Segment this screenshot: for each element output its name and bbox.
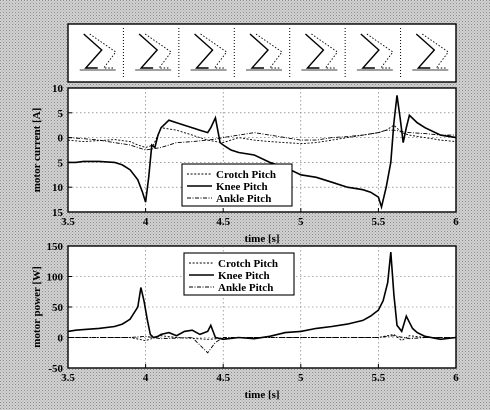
x-tick-label: 4 (143, 216, 149, 228)
stick-figure (122, 28, 172, 78)
y-tick-label: 10 (52, 182, 64, 194)
x-tick-label: 5 (298, 216, 304, 228)
series-line-ankle-pitch (67, 129, 456, 151)
legend-label: Ankle Pitch (216, 193, 271, 205)
y-tick-label: 15 (52, 207, 64, 219)
legend-label: Crotch Pitch (218, 258, 278, 270)
y-axis-title: motor current [A] (31, 108, 43, 193)
motor-power-chart: 150 100 50 0 -50 3.5 4 4.5 5 5.5 6 motor power [W… (31, 241, 459, 401)
x-axis-title: time [s] (244, 389, 279, 401)
legend-label: Knee Pitch (218, 270, 270, 282)
x-tick-label: 6 (453, 372, 459, 384)
series-line-knee-pitch (68, 95, 457, 211)
y-tick-label: 5 (58, 108, 64, 120)
stick-figure (400, 28, 449, 78)
x-tick-label: 5 (298, 372, 304, 384)
y-tick-label: 50 (52, 302, 64, 314)
legend-label: Knee Pitch (216, 181, 268, 193)
x-tick-label: 5.5 (372, 216, 386, 228)
stick-figure (344, 28, 394, 78)
x-tick-label: 6 (453, 216, 459, 228)
stick-figure (233, 28, 283, 78)
y-tick-label: -50 (48, 363, 63, 375)
y-tick-label: 5 (58, 157, 64, 169)
y-tick-label: 10 (52, 83, 64, 95)
y-tick-label: 0 (58, 133, 64, 145)
x-tick-label: 3.5 (61, 216, 75, 228)
x-tick-label: 4 (143, 372, 149, 384)
series-line-crotch-pitch (68, 333, 456, 342)
x-tick-label: 5.5 (372, 372, 386, 384)
x-axis-title: time [s] (244, 233, 279, 245)
legend-label: Ankle Pitch (218, 282, 273, 294)
series-line-ankle-pitch (68, 335, 456, 354)
x-tick-label: 3.5 (61, 372, 75, 384)
series-line-crotch-pitch (67, 124, 457, 148)
stick-figure (289, 28, 339, 78)
x-tick-label: 4.5 (216, 372, 230, 384)
stick-figure (178, 28, 228, 78)
motor-current-chart: 10 5 0 5 10 15 3.5 4 4.5 5 5.5 6 motor current [A]… (31, 83, 459, 245)
series-line-knee-pitch (67, 252, 457, 341)
y-tick-label: 150 (47, 241, 64, 253)
y-tick-label: 100 (47, 272, 64, 284)
x-tick-label: 4.5 (216, 216, 230, 228)
stick-figure-strip (67, 23, 457, 83)
stick-figure (79, 33, 117, 71)
legend-label: Crotch Pitch (216, 169, 276, 181)
y-tick-label: 0 (58, 333, 64, 345)
y-axis-title: motor power [W] (31, 266, 43, 347)
